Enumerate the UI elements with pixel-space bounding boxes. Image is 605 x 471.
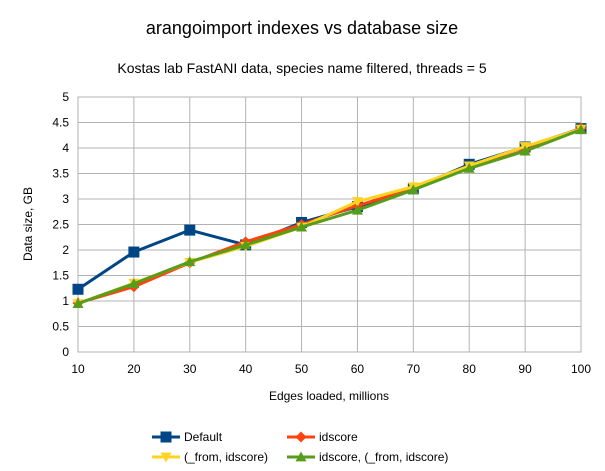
y-tick-label: 3 (62, 192, 69, 206)
data-point (351, 197, 363, 208)
legend: Default idscore (_from, idscore) idscore, (… (152, 430, 448, 464)
data-point (296, 221, 308, 232)
legend-marker (160, 431, 172, 443)
legend-item: idscore (287, 430, 358, 444)
data-point (184, 256, 196, 267)
data-point (72, 298, 84, 308)
legend-label: (_from, idscore) (184, 450, 268, 464)
y-tick-label: 2 (62, 243, 69, 257)
data-point (240, 239, 252, 250)
y-tick-label: 1 (62, 294, 69, 308)
legend-marker (160, 452, 172, 463)
data-point (351, 204, 363, 215)
x-tick-label: 40 (239, 362, 253, 376)
legend-label: idscore, (_from, idscore) (319, 450, 448, 464)
data-point (128, 246, 140, 258)
series-line (77, 128, 582, 305)
x-tick-label: 20 (127, 362, 141, 376)
y-tick-label: 0 (62, 345, 69, 359)
series-0 (72, 123, 587, 295)
x-tick-label: 100 (571, 362, 591, 376)
x-tick-label: 70 (407, 362, 421, 376)
legend-item: (_from, idscore) (152, 450, 268, 464)
x-tick-label: 60 (351, 362, 365, 376)
y-tick-label: 5 (62, 90, 69, 104)
tick-labels: 0 0.5 1 1.5 2 2.5 3 3.5 4 4.5 5 10 20 30 40 50 60 70 80 90 1… (52, 90, 591, 376)
grid (77, 96, 582, 353)
legend-item: Default (152, 430, 223, 444)
data-point (407, 184, 419, 195)
plot-frame (77, 96, 582, 353)
series-layer (72, 122, 587, 310)
data-point (463, 162, 475, 173)
legend-marker (295, 431, 307, 443)
x-axis-label: Edges loaded, millions (269, 389, 389, 403)
y-tick-label: 4.5 (52, 116, 69, 130)
y-tick-label: 4 (62, 141, 69, 155)
data-point (519, 145, 531, 156)
x-tick-label: 30 (183, 362, 197, 376)
data-point (184, 224, 196, 236)
y-tick-label: 1.5 (52, 269, 69, 283)
legend-label: Default (184, 430, 223, 444)
y-tick-label: 2.5 (52, 218, 69, 232)
y-tick-label: 0.5 (52, 320, 69, 334)
series-3 (72, 124, 587, 308)
data-point (575, 124, 587, 135)
chart-title: arangoimport indexes vs database size (146, 18, 458, 38)
data-point (128, 278, 140, 289)
x-tick-label: 80 (463, 362, 477, 376)
x-tick-label: 10 (71, 362, 85, 376)
x-tick-label: 90 (518, 362, 532, 376)
y-tick-label: 3.5 (52, 167, 69, 181)
legend-label: idscore (319, 430, 358, 444)
legend-item: idscore, (_from, idscore) (287, 450, 448, 464)
x-tick-label: 50 (295, 362, 309, 376)
data-point (72, 283, 84, 295)
y-axis-label: Data size, GB (21, 187, 35, 261)
chart-subtitle: Kostas lab FastANI data, species name fi… (117, 60, 486, 76)
legend-marker (295, 451, 307, 462)
